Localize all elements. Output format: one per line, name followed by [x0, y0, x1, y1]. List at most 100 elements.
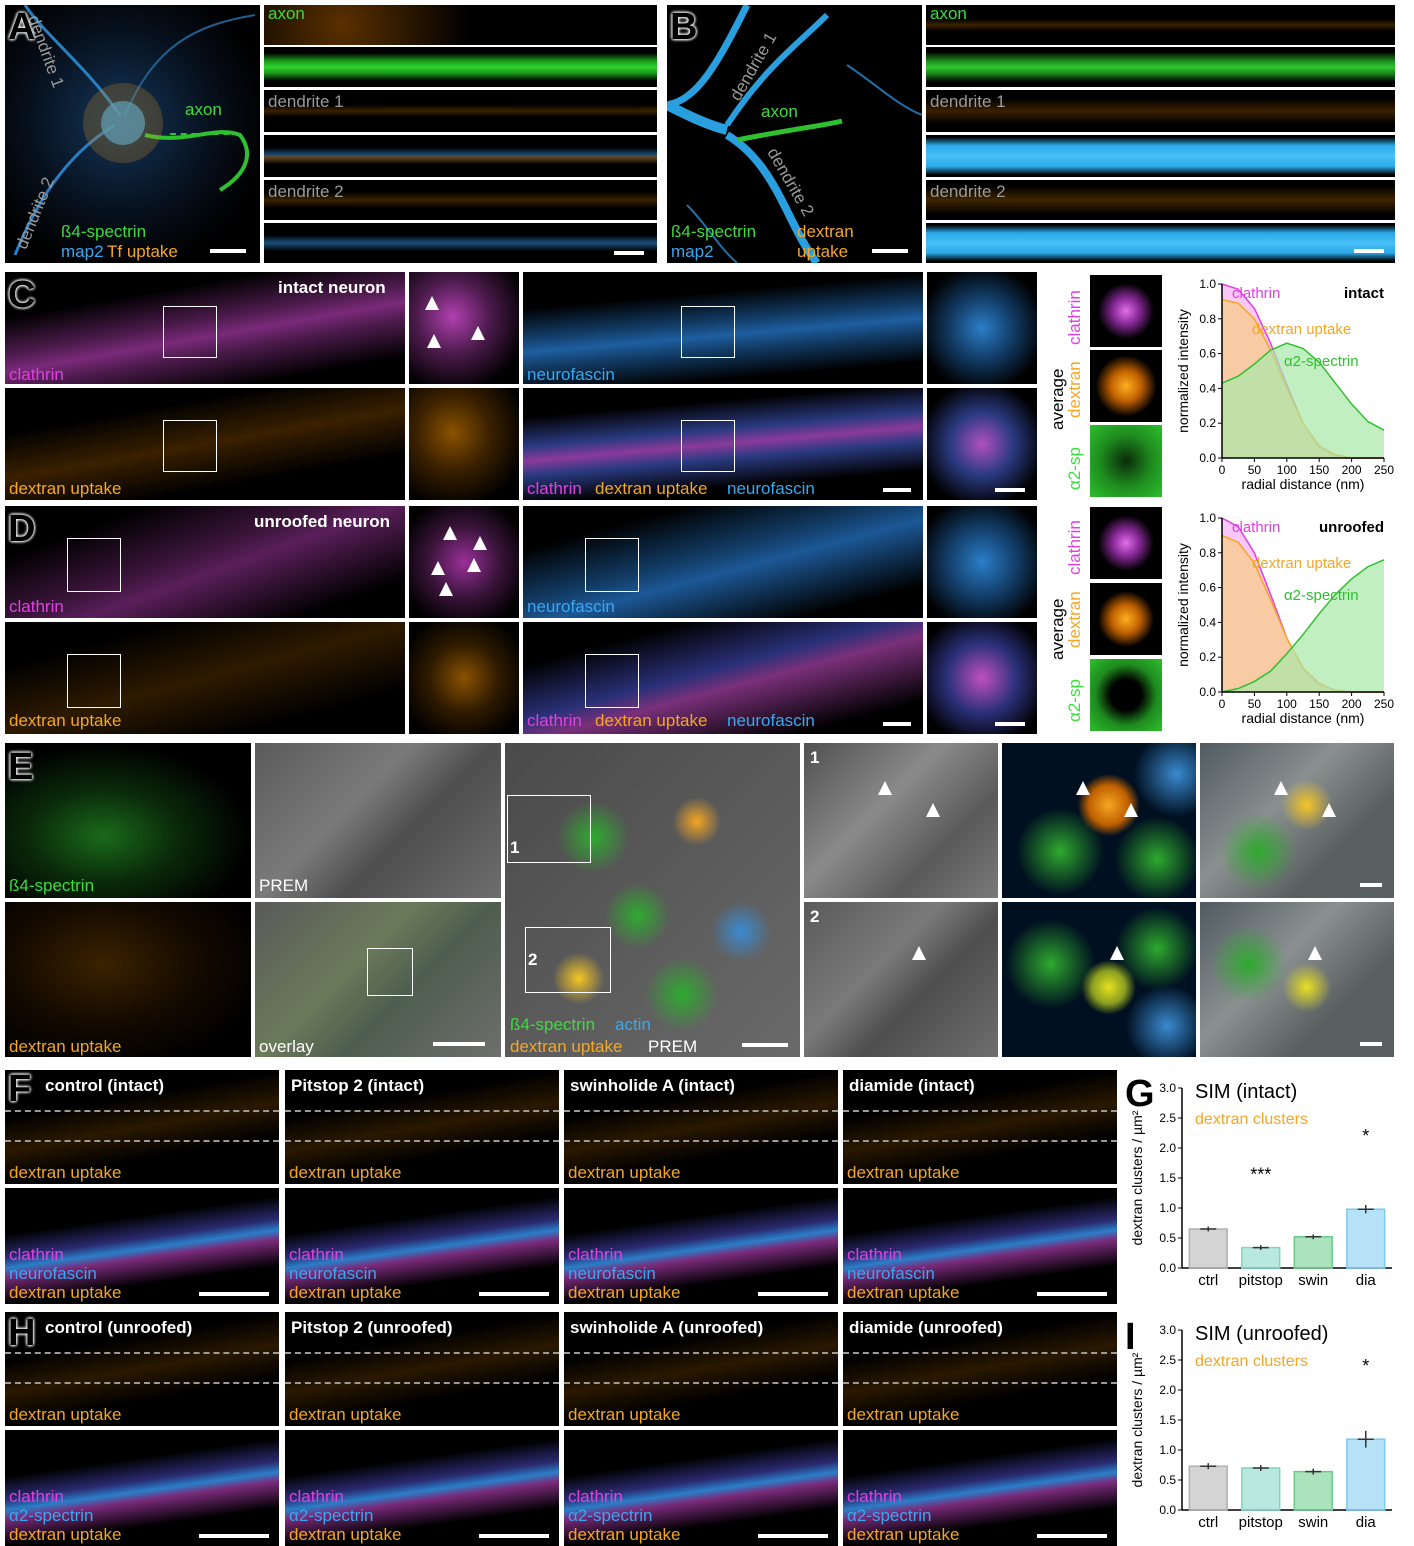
f-top-0 — [5, 1070, 279, 1184]
e-zoom1-scalebar — [1360, 883, 1382, 887]
b-ch1-label: ß4-spectrin — [671, 222, 757, 241]
f-top-label: dextran uptake — [9, 1163, 122, 1182]
e-corr-label-1: ß4-spectrin — [510, 1015, 596, 1034]
d-merge-label-1: clathrin — [527, 711, 582, 730]
e-prem — [255, 743, 501, 898]
label-d: D — [8, 508, 36, 550]
y-axis-label: normalized intensity — [1175, 543, 1191, 667]
series-label-1: dextran uptake — [1252, 555, 1351, 572]
d-arrow-4 — [467, 558, 481, 572]
f-bottom-label: neurofascin — [847, 1264, 935, 1283]
d-merge-label-3: neurofascin — [727, 711, 815, 730]
c-dextran-label: dextran uptake — [9, 479, 122, 498]
e-overlay-scalebar — [433, 1042, 485, 1046]
e-roi-2-num: 2 — [528, 950, 538, 969]
category-label: pitstop — [1239, 1514, 1283, 1531]
e-spectrin — [5, 743, 251, 898]
h-top-2 — [564, 1312, 838, 1426]
f-bottom-label: clathrin — [847, 1245, 902, 1264]
f-bottom-1 — [285, 1188, 559, 1304]
series-label-2: α2-spectrin — [1284, 353, 1359, 370]
chart-title: SIM (unroofed) — [1195, 1323, 1328, 1345]
c-avg-label-3: α2-sp — [1065, 447, 1084, 490]
series-label-1: dextran uptake — [1252, 321, 1351, 338]
f-bottom-label: dextran uptake — [568, 1283, 681, 1302]
b-axon-label: axon — [761, 102, 798, 121]
significance-marker: * — [1362, 1126, 1369, 1146]
y-tick-label: 3.0 — [1159, 1323, 1176, 1337]
e-spectrin-label: ß4-spectrin — [9, 876, 95, 895]
e-corr-label-3: dextran uptake — [510, 1037, 623, 1056]
h-scalebar — [199, 1534, 269, 1538]
y-tick-label: 0.4 — [1199, 615, 1216, 629]
panel-b-overview: dendrite 1 axon dendrite 2 ß4-spectrin m… — [667, 5, 922, 263]
x-tick-label: 50 — [1248, 697, 1262, 711]
y-tick-label: 0.8 — [1199, 546, 1216, 560]
profile-line-2 — [1221, 342, 1385, 431]
f-scalebar — [199, 1292, 269, 1296]
a-strip-scalebar — [614, 251, 644, 255]
chart-title: unroofed — [1319, 519, 1384, 536]
e-arrow-1 — [878, 781, 892, 795]
label-c: C — [8, 274, 36, 316]
i-bar-chart: SIM (unroofed) dextran clusters 0.0 0.5 1.0 1… — [1129, 1323, 1392, 1531]
y-tick-label: 0.0 — [1199, 451, 1216, 465]
y-tick-label: 1.0 — [1199, 511, 1216, 525]
y-tick-label: 0.6 — [1199, 347, 1216, 361]
d-dextran — [5, 622, 405, 734]
y-tick-label: 0.2 — [1199, 650, 1216, 664]
f-bottom-0 — [5, 1188, 279, 1304]
y-tick-label: 1.5 — [1159, 1171, 1176, 1185]
c-neurofascin-zoom — [927, 272, 1037, 384]
a-strip-axon-label: axon — [268, 4, 305, 23]
f-top-2 — [564, 1070, 838, 1184]
e-arrow-2 — [926, 803, 940, 817]
f-top-3 — [843, 1070, 1117, 1184]
c-title: intact neuron — [278, 278, 386, 297]
significance-marker: *** — [1250, 1165, 1271, 1185]
c-avg-label-1: clathrin — [1065, 290, 1084, 345]
b-strip-axon-bottom — [926, 47, 1395, 87]
a-strip-d1-bottom — [264, 135, 657, 177]
e-roi-1-num: 1 — [510, 838, 520, 857]
category-label: swin — [1298, 1272, 1328, 1289]
f-top-label: dextran uptake — [568, 1163, 681, 1182]
f-bottom-label: dextran uptake — [289, 1283, 402, 1302]
h-bottom-label: dextran uptake — [289, 1525, 402, 1544]
label-g: G — [1125, 1073, 1155, 1115]
c-roi-4 — [681, 420, 735, 472]
f-dash-top-3 — [843, 1110, 1117, 1112]
b-strip-d2-top — [926, 180, 1395, 220]
b-scalebar — [872, 249, 908, 253]
c-avg-dextran — [1090, 350, 1162, 422]
f-top-label: dextran uptake — [289, 1163, 402, 1182]
panel-a-overview: dendrite 1 dendrite 2 axon ß4-spectrin m… — [5, 5, 260, 263]
bar-ctrl — [1188, 1228, 1228, 1269]
b-strip-scalebar — [1354, 249, 1384, 253]
category-label: ctrl — [1198, 1272, 1218, 1289]
x-tick-label: 200 — [1342, 697, 1362, 711]
e-roi-2 — [525, 927, 611, 993]
y-tick-label: 0.5 — [1159, 1473, 1176, 1487]
c-merge — [523, 388, 923, 500]
label-b: B — [670, 6, 698, 48]
a-ch2-label: map2 — [61, 242, 104, 261]
d-avg-label-1: clathrin — [1065, 520, 1084, 575]
bar-pitstop — [1241, 1467, 1281, 1511]
x-tick-label: 200 — [1342, 463, 1362, 477]
d-merge — [523, 622, 923, 734]
c-merge-zoom — [927, 388, 1037, 500]
neuron-b-drawing — [667, 5, 922, 263]
e-zoom1-num: 1 — [810, 748, 820, 767]
h-top-0 — [5, 1312, 279, 1426]
bar-dia — [1346, 1438, 1386, 1511]
h-condition-title: diamide (unroofed) — [849, 1318, 1003, 1337]
f-top-label: dextran uptake — [847, 1163, 960, 1182]
x-tick-label: 100 — [1277, 463, 1297, 477]
h-bottom-label: clathrin — [847, 1487, 902, 1506]
y-tick-label: 1.0 — [1159, 1201, 1176, 1215]
d-clathrin-zoom — [409, 506, 519, 618]
h-dash-top-3 — [843, 1352, 1117, 1354]
a-strip-d1-top — [264, 90, 657, 132]
f-bottom-label: dextran uptake — [9, 1283, 122, 1302]
